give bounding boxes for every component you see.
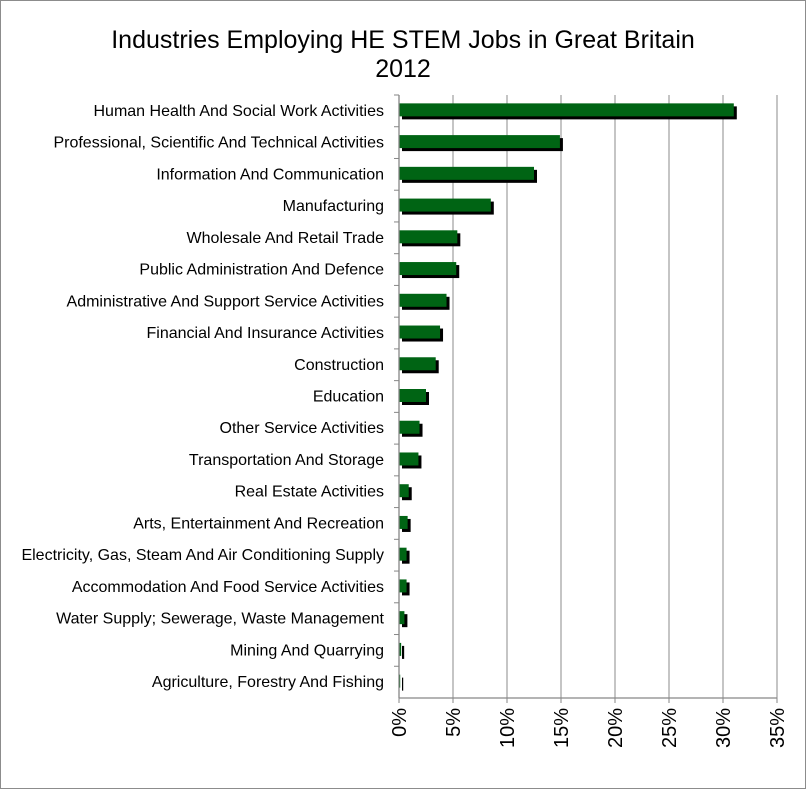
axes: [394, 94, 778, 703]
bar: [399, 198, 491, 212]
bar: [399, 262, 457, 276]
bar: [399, 357, 436, 371]
bar: [399, 293, 447, 307]
category-label: Wholesale And Retail Trade: [187, 230, 385, 247]
chart-title: Industries Employing HE STEM Jobs in Gre…: [111, 26, 695, 54]
x-tick-label: 10%: [497, 708, 519, 748]
gridlines: [452, 95, 778, 698]
category-label: Arts, Entertainment And Recreation: [133, 515, 384, 532]
bar: [399, 135, 560, 149]
bar: [399, 420, 420, 434]
category-label: Administrative And Support Service Activ…: [67, 293, 384, 310]
bar-shadow: [402, 645, 405, 659]
bar: [399, 547, 407, 561]
x-tick-label: 20%: [605, 708, 627, 748]
bar-shadow: [402, 677, 404, 691]
bar: [399, 579, 407, 593]
category-label: Human Health And Social Work Activities: [94, 103, 385, 120]
bar: [399, 642, 402, 656]
bar: [399, 484, 409, 498]
bars: [399, 103, 737, 691]
category-label: Professional, Scientific And Technical A…: [53, 135, 384, 152]
bar: [399, 515, 408, 529]
category-label: Manufacturing: [283, 198, 384, 215]
x-tick-labels: 0% 5% 10% 15% 20% 25% 30% 35%: [389, 708, 789, 748]
x-tick-label: 35%: [767, 708, 789, 748]
category-label: Agriculture, Forestry And Fishing: [152, 674, 384, 691]
bar: [399, 611, 405, 625]
category-labels: Human Health And Social Work Activities P…: [21, 103, 384, 691]
bar: [399, 452, 419, 466]
x-tick-label: 30%: [713, 708, 735, 748]
category-label: Other Service Activities: [220, 420, 385, 437]
bar: [399, 389, 426, 402]
category-label: Financial And Insurance Activities: [147, 325, 384, 342]
category-label: Information And Communication: [156, 166, 384, 183]
category-label: Education: [313, 389, 384, 406]
bar-shadow: [402, 614, 408, 628]
chart-subtitle: 2012: [375, 55, 431, 83]
category-label: Public Administration And Defence: [139, 262, 384, 279]
category-label: Construction: [294, 357, 384, 374]
x-tick-label: 25%: [659, 708, 681, 748]
bar: [399, 103, 734, 117]
category-label: Transportation And Storage: [189, 452, 384, 469]
bar: [399, 325, 441, 339]
category-label: Water Supply; Sewerage, Waste Management: [56, 611, 384, 628]
category-label: Accommodation And Food Service Activitie…: [72, 579, 384, 596]
bar: [399, 230, 458, 244]
category-label: Electricity, Gas, Steam And Air Conditio…: [21, 547, 384, 564]
category-label: Mining And Quarrying: [230, 642, 384, 659]
x-tick-label: 0%: [389, 708, 411, 737]
x-tick-label: 5%: [443, 708, 465, 737]
category-label: Real Estate Activities: [235, 484, 384, 501]
x-tick-label: 15%: [551, 708, 573, 748]
bar: [399, 166, 534, 180]
